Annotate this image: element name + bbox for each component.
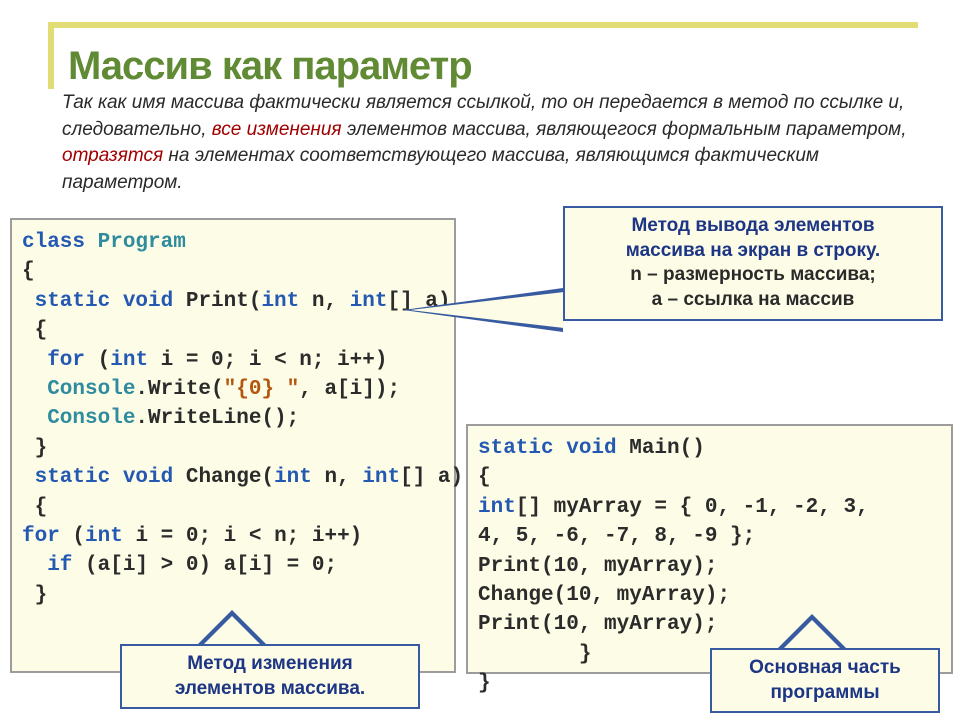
str: "{0} " <box>224 378 300 401</box>
code-line: } <box>22 584 47 607</box>
slide-title: Массив как параметр <box>68 44 918 89</box>
kw: class <box>22 231 85 254</box>
code: (a[i] > 0) a[i] = 0; <box>72 554 337 577</box>
code-line: Print(10, myArray); <box>478 613 717 636</box>
code-line: } <box>478 672 491 695</box>
code: i = 0; i < n; i++) <box>148 349 387 372</box>
kw: int <box>274 466 312 489</box>
kw: int <box>478 496 516 519</box>
callout1-l1: Метод вывода элементов <box>575 214 931 239</box>
code: [] myArray = { 0, -1, -2, 3, <box>516 496 869 519</box>
callout3-l1: Основная часть <box>722 656 928 681</box>
code: .WriteLine(); <box>135 407 299 430</box>
kw: int <box>261 290 299 313</box>
kw: static void <box>478 437 617 460</box>
callout-print-method: Метод вывода элементов массива на экран … <box>563 206 943 321</box>
callout-pointer-3-fill <box>781 620 843 651</box>
code-line: 4, 5, -6, -7, 8, -9 }; <box>478 525 755 548</box>
callout2-l2: элементов массива. <box>132 677 408 702</box>
code: ( <box>85 349 110 372</box>
code-line: Print(10, myArray); <box>478 555 717 578</box>
callout3-l2: программы <box>722 681 928 706</box>
code-line: Change(10, myArray); <box>478 584 730 607</box>
callout-pointer-2-fill <box>201 616 263 647</box>
kw: for <box>22 349 85 372</box>
kw: int <box>350 290 388 313</box>
callout-pointer-1-fill <box>410 292 564 328</box>
code: n, <box>312 466 362 489</box>
callout-main: Основная часть программы <box>710 648 940 713</box>
code-block-right: static void Main() { int[] myArray = { 0… <box>466 424 953 674</box>
code: Print( <box>173 290 261 313</box>
code-line: } <box>478 643 591 666</box>
intro-hl1: все изменения <box>212 119 342 140</box>
code-block-left: class Program { static void Print(int n,… <box>10 218 456 673</box>
kw: for <box>22 525 60 548</box>
intro-mid: элементов массива, являющегося формальны… <box>342 119 907 140</box>
code-line: } <box>22 437 47 460</box>
code-line: { <box>22 496 47 519</box>
intro-hl2: отразятся <box>62 145 163 166</box>
callout2-l1: Метод изменения <box>132 652 408 677</box>
code: i = 0; i < n; i++) <box>123 525 362 548</box>
intro-post: на элементах соответствующего массива, я… <box>62 145 819 193</box>
intro-paragraph: Так как имя массива фактически является … <box>62 90 942 196</box>
code-line: { <box>22 260 35 283</box>
kw: int <box>362 466 400 489</box>
code: .Write( <box>135 378 223 401</box>
kw: if <box>22 554 72 577</box>
code: Change( <box>173 466 274 489</box>
kw: static void <box>22 466 173 489</box>
code: n, <box>299 290 349 313</box>
slide-frame: Массив как параметр <box>48 22 918 89</box>
callout1-l4: а – ссылка на массив <box>575 288 931 313</box>
code: Main() <box>617 437 705 460</box>
kw: int <box>85 525 123 548</box>
kw: static void <box>22 290 173 313</box>
callout-change-method: Метод изменения элементов массива. <box>120 644 420 709</box>
code-line: { <box>22 319 47 342</box>
code: , a[i]); <box>299 378 400 401</box>
code-line: { <box>478 466 491 489</box>
code: [] a) <box>400 466 463 489</box>
cls: Console <box>22 407 135 430</box>
kw: int <box>110 349 148 372</box>
cls: Program <box>85 231 186 254</box>
callout1-l2: массива на экран в строку. <box>575 239 931 264</box>
cls: Console <box>22 378 135 401</box>
code: ( <box>60 525 85 548</box>
callout1-l3: n – размерность массива; <box>575 263 931 288</box>
